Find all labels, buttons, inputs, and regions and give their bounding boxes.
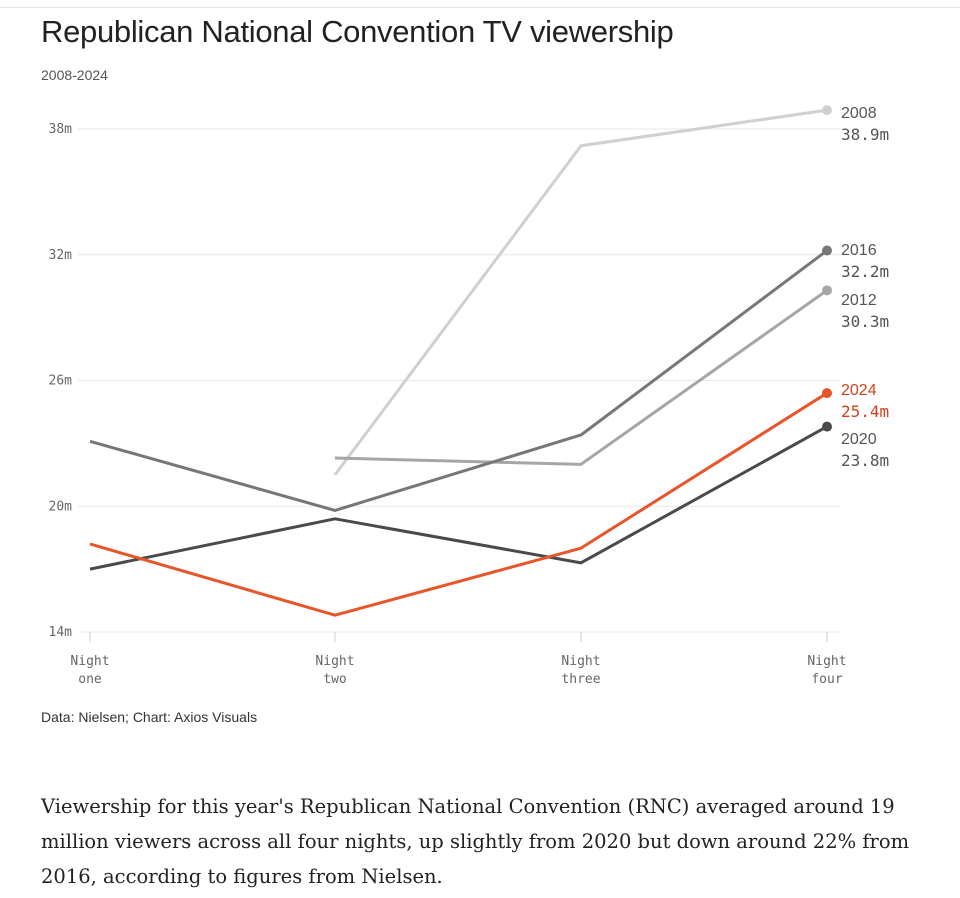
series-endpoint-2008 [822,105,832,116]
x-tick-label: Night [561,654,600,669]
series-line-2008 [333,108,828,476]
series-line-2020 [89,425,828,571]
series-value-label: 30.3m [841,312,889,331]
series-value-label: 32.2m [841,262,889,281]
series-endpoint-2020 [822,421,832,432]
x-tick-label: three [561,672,600,687]
series-endpoint-2012 [822,285,832,296]
x-tick-label: four [811,672,842,687]
series-name-label: 2016 [841,242,877,259]
series-line-2012 [334,289,828,466]
series-line-2024 [89,391,828,617]
x-tick-label: Night [315,654,354,669]
series-endpoint-2024 [822,388,832,399]
line-chart: 14m 20m 26m 32m 38m Night one Night two Night thre… [49,105,890,687]
x-tick-label: two [323,672,346,687]
series-value-label: 25.4m [841,402,889,421]
series-name-label: 2024 [841,382,877,399]
top-divider [0,7,960,8]
x-tick-label: Night [70,654,109,669]
series-line-2016 [89,249,828,512]
chart-subtitle: 2008-2024 [41,67,108,83]
series-value-label: 23.8m [841,451,889,470]
x-tick-label: Night [807,654,846,669]
series-value-label: 38.9m [841,125,889,144]
chart-title: Republican National Convention TV viewer… [41,14,674,49]
article-paragraph: Viewership for this year's Republican Na… [41,795,910,888]
y-tick-label: 38m [49,122,73,137]
y-tick-label: 32m [49,248,73,263]
chart-source: Data: Nielsen; Chart: Axios Visuals [41,709,258,725]
series-endpoint-2016 [822,245,832,256]
series-name-label: 2012 [841,292,877,309]
x-tick-label: one [78,672,102,687]
y-tick-label: 26m [49,374,73,389]
y-tick-label: 20m [49,499,73,514]
series-name-label: 2020 [841,431,877,448]
series-name-label: 2008 [841,105,877,122]
y-tick-label: 14m [49,625,73,640]
